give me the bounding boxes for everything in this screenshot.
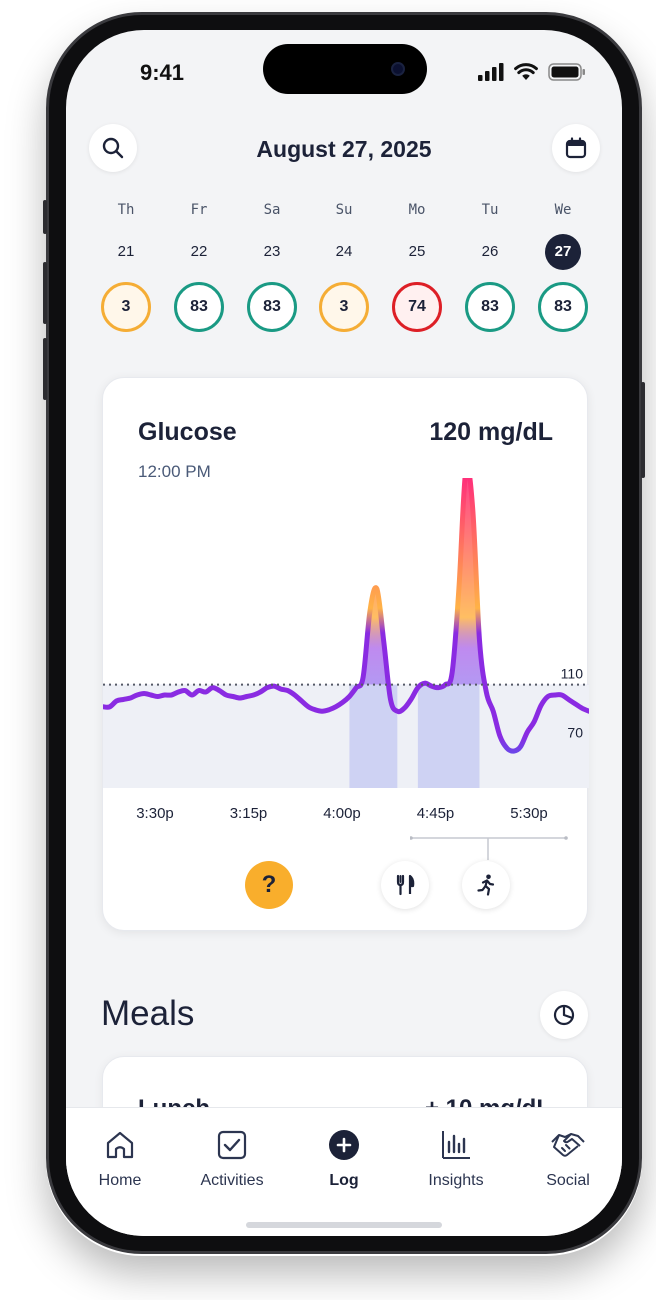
x-tick-label: 3:15p: [230, 805, 268, 822]
meals-summary-button[interactable]: [540, 991, 588, 1039]
day-score-badge: 83: [174, 282, 224, 332]
search-button[interactable]: [89, 124, 137, 172]
day-score-badge: 83: [538, 282, 588, 332]
power-button: [641, 382, 645, 478]
day-name: Fr: [190, 202, 208, 218]
tab-insights[interactable]: Insights: [406, 1126, 506, 1190]
day-score-badge: 83: [465, 282, 515, 332]
calendar-button[interactable]: [552, 124, 600, 172]
glucose-title: Glucose: [138, 418, 237, 446]
volume-up-button: [43, 262, 47, 324]
day-score-badge: 3: [319, 282, 369, 332]
glucose-time: 12:00 PM: [138, 462, 211, 481]
day-number: 22: [190, 243, 208, 260]
y-tick-label: 70: [567, 725, 583, 741]
bar-chart-icon: [442, 1131, 470, 1159]
day-number: 26: [481, 243, 499, 260]
day-number: 25: [408, 243, 426, 260]
home-icon: [106, 1131, 134, 1159]
day-saturday[interactable]: Sa 23 83: [244, 202, 300, 332]
status-icons: [478, 63, 586, 81]
tab-label: Social: [546, 1172, 590, 1189]
day-number: 21: [117, 243, 135, 260]
day-score-badge: 83: [247, 282, 297, 332]
day-thursday[interactable]: Th 21 3: [98, 202, 154, 332]
day-wednesday[interactable]: We 27 83: [535, 202, 591, 332]
day-name: Su: [335, 202, 353, 218]
x-tick-label: 3:30p: [136, 805, 174, 822]
day-tuesday[interactable]: Tu 26 83: [462, 202, 518, 332]
day-name: Th: [117, 202, 135, 218]
tab-log[interactable]: Log: [294, 1126, 394, 1190]
calendar-icon: [565, 137, 587, 159]
meal-window-band: [417, 684, 480, 788]
date-title: August 27, 2025: [256, 136, 432, 162]
glucose-value: 120 mg/dL: [429, 418, 553, 446]
checkbox-icon: [217, 1130, 247, 1160]
tab-label: Log: [329, 1172, 359, 1189]
handshake-icon: [551, 1133, 585, 1157]
fork-knife-icon: [396, 874, 415, 896]
mute-switch: [43, 200, 47, 234]
day-monday[interactable]: Mo 25 74: [389, 202, 445, 332]
meals-title: Meals: [101, 994, 195, 1033]
day-score-badge: 74: [392, 282, 442, 332]
home-indicator: [246, 1222, 442, 1228]
tab-label: Insights: [428, 1172, 484, 1189]
exercise-event-button[interactable]: [462, 861, 510, 909]
day-friday[interactable]: Fr 22 83: [171, 202, 227, 332]
tab-home[interactable]: Home: [70, 1126, 170, 1190]
question-icon: ?: [261, 871, 277, 898]
dynamic-island: [263, 44, 427, 94]
battery-icon: [548, 63, 585, 81]
meal-event-button[interactable]: [381, 861, 429, 909]
tab-social[interactable]: Social: [518, 1126, 618, 1190]
x-tick-label: 5:30p: [510, 805, 548, 822]
tab-activities[interactable]: Activities: [182, 1126, 282, 1190]
day-score-badge: 3: [101, 282, 151, 332]
glucose-card[interactable]: Glucose 120 mg/dL 12:00 PM: [102, 377, 589, 931]
y-tick-label: 110: [561, 666, 584, 682]
app-screen: 9:41 August 27, 2025: [66, 30, 622, 1236]
x-tick-label: 4:00p: [323, 805, 361, 822]
search-icon: [102, 137, 124, 159]
unknown-event-button[interactable]: ?: [245, 861, 293, 909]
status-time: 9:41: [140, 60, 185, 85]
pie-chart-icon: [553, 1004, 575, 1026]
day-name: Mo: [408, 202, 426, 218]
day-number: 23: [263, 243, 281, 260]
tab-bar: Home Activities Log: [66, 1108, 622, 1236]
day-sunday[interactable]: Su 24 3: [316, 202, 372, 332]
wifi-icon: [514, 63, 538, 80]
day-number-selected: 27: [545, 234, 581, 270]
day-number: 24: [335, 243, 353, 260]
plus-circle-icon: [329, 1130, 359, 1160]
activity-range-bracket: [410, 836, 568, 860]
running-icon: [477, 874, 495, 896]
day-name: Sa: [263, 202, 281, 218]
volume-down-button: [43, 338, 47, 400]
camera-icon: [391, 62, 405, 76]
day-name: Tu: [481, 202, 499, 218]
tab-label: Home: [98, 1172, 142, 1189]
x-tick-label: 4:45p: [417, 805, 455, 822]
signal-icon: [478, 63, 504, 81]
day-name: We: [554, 202, 572, 218]
tab-label: Activities: [200, 1172, 264, 1189]
glucose-line: [103, 478, 589, 754]
